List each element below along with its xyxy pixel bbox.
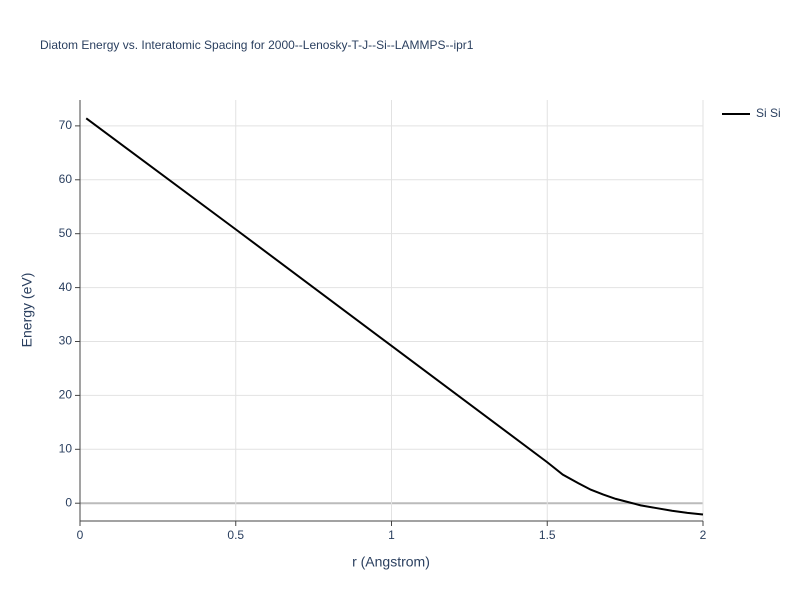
x-axis-label: r (Angstrom) <box>352 554 430 570</box>
y-tick-label: 30 <box>59 334 73 348</box>
y-tick-label: 10 <box>59 441 73 455</box>
legend-label: Si Si <box>756 106 781 120</box>
chart-title: Diatom Energy vs. Interatomic Spacing fo… <box>40 38 474 52</box>
y-axis-label: Energy (eV) <box>19 273 35 348</box>
x-tick-label: 1 <box>388 528 395 542</box>
x-tick-label: 0.5 <box>227 528 244 542</box>
y-tick-label: 40 <box>59 280 73 294</box>
data-line <box>85 117 704 516</box>
y-tick-label: 60 <box>59 172 73 186</box>
x-tick-label: 0 <box>77 528 84 542</box>
y-tick-label: 20 <box>59 388 73 402</box>
x-tick-label: 1.5 <box>539 528 556 542</box>
x-tick-label: 2 <box>700 528 707 542</box>
y-tick-label: 50 <box>59 226 73 240</box>
y-tick-label: 70 <box>59 118 73 132</box>
y-tick-label: 0 <box>65 495 72 509</box>
